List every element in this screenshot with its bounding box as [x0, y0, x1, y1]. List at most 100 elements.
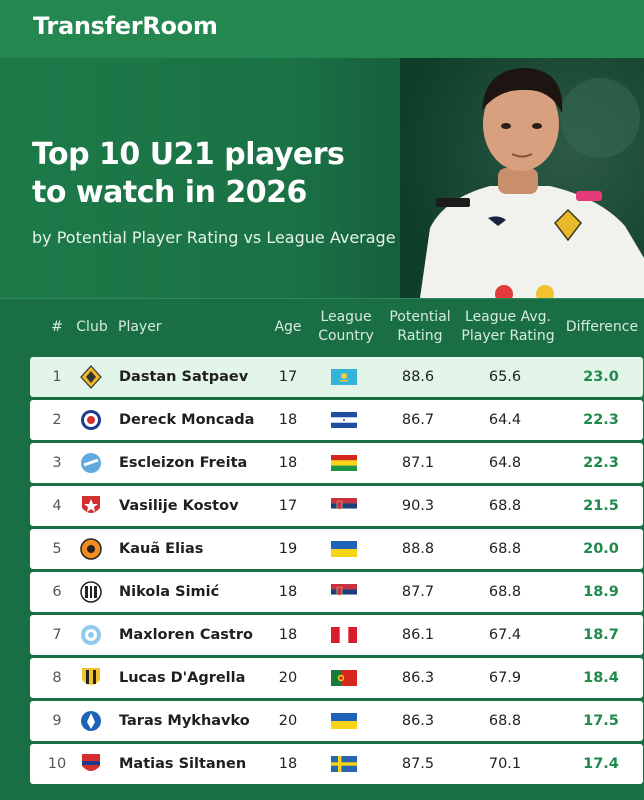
difference-cell: 18.4	[583, 670, 619, 686]
difference-cell: 22.3	[583, 412, 619, 428]
club-crest-icon	[79, 580, 105, 604]
player-photo	[400, 58, 644, 298]
hero-title-line1: Top 10 U21 players	[32, 137, 345, 172]
hero-subtitle: by Potential Player Rating vs League Ave…	[32, 228, 396, 247]
age-cell: 18	[278, 412, 298, 428]
header-club: Club	[76, 319, 108, 335]
header-rank: #	[51, 319, 63, 335]
country-flag-icon	[331, 369, 357, 385]
header-difference: Difference	[565, 319, 639, 335]
country-flag-icon	[331, 627, 357, 643]
table-row: 6 Nikola Simić 18 87.7 68.8 18.9	[30, 572, 643, 612]
potential-rating-cell: 90.3	[401, 498, 435, 514]
potential-rating-cell: 87.7	[401, 584, 435, 600]
league-avg-cell: 68.8	[488, 541, 522, 557]
club-crest-icon	[79, 623, 105, 647]
header-league-country-line2: Country	[318, 328, 374, 344]
header-avg-line1: League Avg.	[465, 309, 551, 325]
age-cell: 17	[278, 498, 298, 514]
club-crest-icon	[79, 709, 105, 733]
age-cell: 18	[278, 455, 298, 471]
table-row: 10 Matias Siltanen 18 87.5 70.1 17.4	[30, 744, 643, 784]
difference-cell: 22.3	[583, 455, 619, 471]
potential-rating-cell: 87.5	[401, 756, 435, 772]
age-cell: 18	[278, 584, 298, 600]
hero-title: Top 10 U21 players to watch in 2026	[32, 136, 392, 212]
rank-cell: 4	[52, 498, 62, 514]
potential-rating-cell: 86.1	[401, 627, 435, 643]
country-flag-icon	[331, 713, 357, 729]
header-potential-line1: Potential	[389, 309, 451, 325]
header-player: Player	[118, 319, 162, 335]
player-name-cell: Taras Mykhavko	[119, 713, 250, 729]
player-name-cell: Lucas D'Agrella	[119, 670, 246, 686]
club-crest-icon	[79, 408, 105, 432]
table-header: # Club Player Age League Country Potenti…	[0, 299, 644, 355]
league-avg-cell: 68.8	[488, 584, 522, 600]
club-crest-icon	[79, 666, 105, 690]
league-avg-cell: 68.8	[488, 498, 522, 514]
table-row: 8 Lucas D'Agrella 20 86.3 67.9 18.4	[30, 658, 643, 698]
club-crest-icon	[79, 365, 105, 389]
league-avg-cell: 64.4	[488, 412, 522, 428]
table-row: 2 Dereck Moncada 18 86.7 64.4 22.3	[30, 400, 643, 440]
player-name-cell: Matias Siltanen	[119, 756, 247, 772]
age-cell: 17	[278, 369, 298, 385]
table-row: 7 Maxloren Castro 18 86.1 67.4 18.7	[30, 615, 643, 655]
table-row: 1 Dastan Satpaev 17 88.6 65.6 23.0	[30, 357, 643, 397]
country-flag-icon	[331, 670, 357, 686]
age-cell: 20	[278, 670, 298, 686]
league-avg-cell: 68.8	[488, 713, 522, 729]
country-flag-icon	[331, 541, 357, 557]
hero-banner: Top 10 U21 players to watch in 2026 by P…	[0, 58, 644, 298]
league-avg-cell: 65.6	[488, 369, 522, 385]
age-cell: 18	[278, 756, 298, 772]
league-avg-cell: 64.8	[488, 455, 522, 471]
country-flag-icon	[331, 584, 357, 600]
rank-cell: 9	[52, 713, 62, 729]
difference-cell: 18.7	[583, 627, 619, 643]
rank-cell: 10	[47, 756, 67, 772]
header-league-avg: League Avg. Player Rating	[456, 308, 560, 346]
difference-cell: 21.5	[583, 498, 619, 514]
header-league-country-line1: League	[320, 309, 372, 325]
header-age: Age	[274, 319, 302, 335]
potential-rating-cell: 86.3	[401, 713, 435, 729]
league-avg-cell: 70.1	[488, 756, 522, 772]
difference-cell: 18.9	[583, 584, 619, 600]
rank-cell: 2	[52, 412, 62, 428]
club-crest-icon	[79, 537, 105, 561]
difference-cell: 20.0	[583, 541, 619, 557]
club-crest-icon	[79, 451, 105, 475]
player-name-cell: Nikola Simić	[119, 584, 220, 600]
age-cell: 19	[278, 541, 298, 557]
top-bar: TransferRoom	[0, 0, 644, 58]
rank-cell: 8	[52, 670, 62, 686]
difference-cell: 23.0	[583, 369, 619, 385]
hero-title-line2: to watch in 2026	[32, 175, 307, 210]
rankings-table: # Club Player Age League Country Potenti…	[0, 298, 644, 800]
table-row: 9 Taras Mykhavko 20 86.3 68.8 17.5	[30, 701, 643, 741]
difference-cell: 17.5	[583, 713, 619, 729]
league-avg-cell: 67.4	[488, 627, 522, 643]
table-row: 3 Escleizon Freita 18 87.1 64.8 22.3	[30, 443, 643, 483]
potential-rating-cell: 87.1	[401, 455, 435, 471]
league-avg-cell: 67.9	[488, 670, 522, 686]
rank-cell: 5	[52, 541, 62, 557]
table-row: 5 Kauã Elias 19 88.8 68.8 20.0	[30, 529, 643, 569]
rank-cell: 3	[52, 455, 62, 471]
header-potential-rating: Potential Rating	[384, 308, 456, 346]
header-avg-line2: Player Rating	[461, 328, 555, 344]
table-row: 4 Vasilije Kostov 17 90.3 68.8 21.5	[30, 486, 643, 526]
player-name-cell: Escleizon Freita	[119, 455, 248, 471]
difference-cell: 17.4	[583, 756, 619, 772]
potential-rating-cell: 86.3	[401, 670, 435, 686]
potential-rating-cell: 86.7	[401, 412, 435, 428]
player-name-cell: Kauã Elias	[119, 541, 204, 557]
country-flag-icon	[331, 498, 357, 514]
age-cell: 20	[278, 713, 298, 729]
brand-logo: TransferRoom	[33, 12, 218, 40]
header-league-country: League Country	[310, 308, 382, 346]
country-flag-icon	[331, 412, 357, 428]
header-potential-line2: Rating	[397, 328, 443, 344]
